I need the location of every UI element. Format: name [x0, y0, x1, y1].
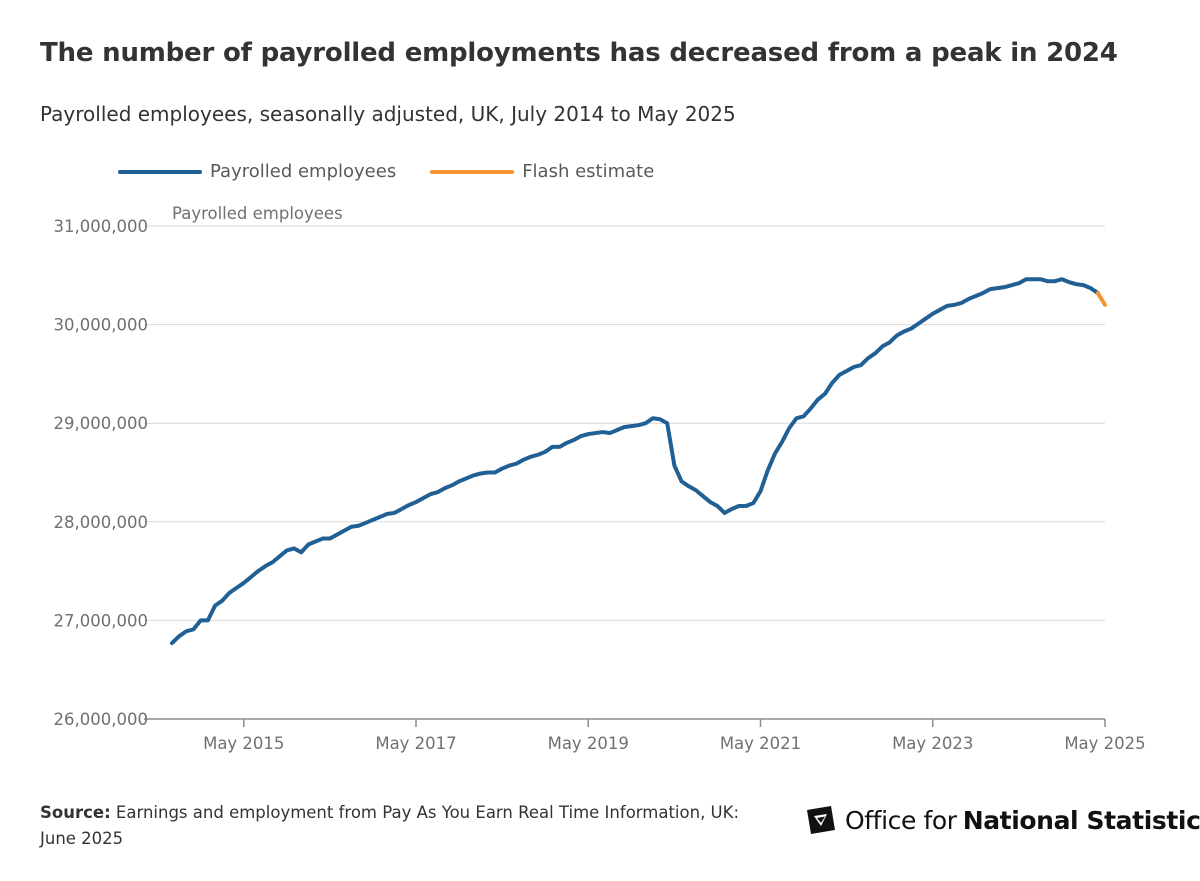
- legend-label-payrolled-employees: Payrolled employees: [210, 161, 397, 182]
- y-tick-label: 31,000,000: [54, 217, 148, 236]
- x-tick-label: May 2023: [892, 734, 973, 753]
- x-tick-label: May 2021: [720, 734, 801, 753]
- x-tick-label: May 2019: [548, 734, 629, 753]
- series-line-payrolled-employees: [170, 277, 1100, 646]
- line-chart: 26,000,000 27,000,000 28,000,000 29,000,000…: [54, 204, 1146, 753]
- source-label: Source:: [40, 803, 111, 822]
- y-tick-label: 29,000,000: [54, 414, 148, 433]
- ons-logo: Office for National Statistics: [805, 804, 1200, 836]
- y-tick-label: 26,000,000: [54, 710, 148, 729]
- legend-swatch-payrolled-employees: [118, 169, 202, 174]
- legend-item-flash-estimate: Flash estimate: [430, 161, 654, 182]
- y-tick-label: 30,000,000: [54, 316, 148, 335]
- logo-text-regular: Office for: [845, 805, 957, 835]
- legend-swatch-flash-estimate: [430, 169, 515, 174]
- source-text: Earnings and employment from Pay As You …: [40, 803, 740, 848]
- legend-label-flash-estimate: Flash estimate: [522, 161, 655, 182]
- x-tick-label: May 2025: [1064, 734, 1145, 753]
- chart-legend: Payrolled employees Flash estimate: [118, 161, 688, 182]
- series-line-flash-estimate: [1095, 291, 1107, 307]
- y-tick-label: 28,000,000: [54, 513, 148, 532]
- legend-item-payrolled-employees: Payrolled employees: [118, 161, 396, 182]
- x-tick-label: May 2017: [375, 734, 456, 753]
- y-tick-label: 27,000,000: [54, 611, 148, 630]
- chart-title: The number of payrolled employments has …: [40, 38, 1118, 68]
- ons-logo-icon: [807, 806, 835, 834]
- x-tick-label: May 2015: [203, 734, 284, 753]
- logo-text-bold: National Statistics: [962, 805, 1200, 835]
- source-note: Source: Earnings and employment from Pay…: [40, 800, 780, 852]
- y-axis-label: Payrolled employees: [172, 204, 343, 223]
- chart-subtitle: Payrolled employees, seasonally adjusted…: [40, 102, 736, 126]
